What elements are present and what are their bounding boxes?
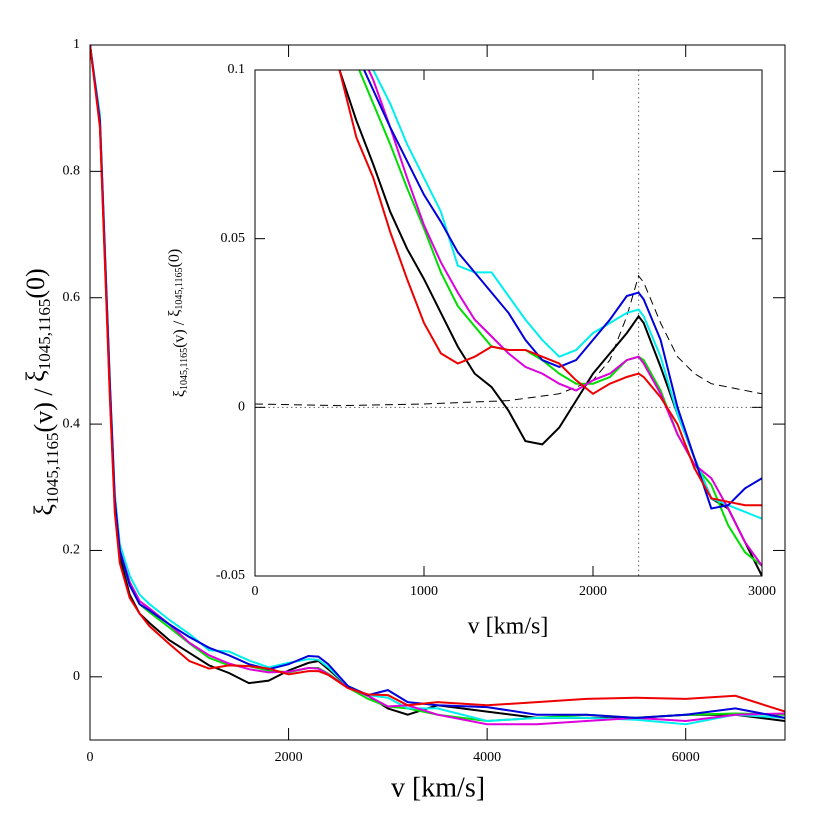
y-label-subscript: 1045,1165 xyxy=(43,432,62,504)
y-label-part: (v) / xyxy=(29,382,58,433)
x-tick-label: 1000 xyxy=(410,584,438,599)
y-label-subscript: 1045,1165 xyxy=(35,299,54,371)
x-tick-label: 3000 xyxy=(748,584,776,599)
plot-frame xyxy=(89,44,786,741)
y-tick-label: 0.05 xyxy=(221,231,246,246)
data-line xyxy=(90,45,785,719)
x-tick-label: 2000 xyxy=(275,750,303,765)
y-label-part: ξ xyxy=(29,504,58,516)
y-tick-label: -0.05 xyxy=(216,568,245,583)
y-label-part: (0) xyxy=(21,268,50,298)
data-line xyxy=(90,45,785,713)
x-axis-label: v [km/s] xyxy=(468,614,549,640)
y-tick-label: 0.2 xyxy=(63,543,81,558)
data-line xyxy=(338,70,762,507)
y-axis-label: ξ1045,1165(v) / ξ1045,1165(0) xyxy=(166,249,190,397)
y-label-part: ξ xyxy=(21,370,50,382)
y-tick-label: 0.8 xyxy=(63,164,81,179)
y-tick-label: 0.1 xyxy=(228,62,246,77)
x-tick-label: 2000 xyxy=(579,584,607,599)
plot-background xyxy=(255,70,762,576)
x-tick-label: 0 xyxy=(252,584,259,599)
data-line xyxy=(362,70,762,510)
data-line xyxy=(255,274,762,407)
y-label-part: ξ xyxy=(166,310,183,317)
y-label-subscript: 1045,1165 xyxy=(179,348,190,390)
y-label-part: (0) xyxy=(166,249,183,268)
plot-frame xyxy=(254,69,763,577)
y-tick-label: 0.4 xyxy=(63,416,81,431)
x-tick-label: 4000 xyxy=(473,750,501,765)
y-tick-label: 0.6 xyxy=(63,290,81,305)
y-tick-label: 0 xyxy=(73,669,80,684)
y-tick-label: 0 xyxy=(238,400,245,415)
y-label-part: ξ xyxy=(171,390,188,397)
x-axis-label: v [km/s] xyxy=(391,772,485,803)
x-tick-label: 0 xyxy=(87,750,94,765)
x-tick-label: 6000 xyxy=(672,750,700,765)
y-tick-label: 1 xyxy=(73,37,80,52)
y-label-part: (v) / xyxy=(171,317,188,348)
y-label-subscript: 1045,1165 xyxy=(174,267,185,309)
y-axis-label: ξ1045,1165(v) / ξ1045,1165(0) xyxy=(21,268,62,515)
